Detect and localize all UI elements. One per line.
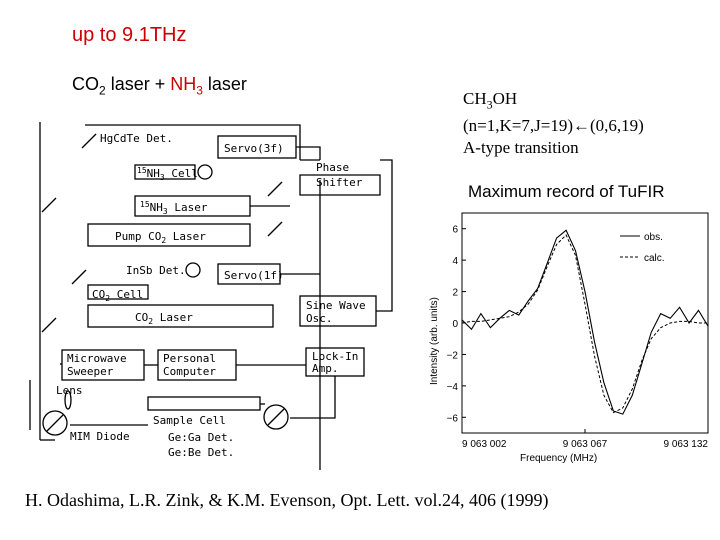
computer-label-2: Computer <box>163 365 216 378</box>
sine-label-2: Osc. <box>306 312 333 325</box>
pump-co2-laser-box <box>87 223 251 247</box>
top-line <box>85 124 301 160</box>
y-tick-label: 2 <box>452 288 458 299</box>
mim-diode-circle <box>42 410 68 436</box>
transition-type: A-type transition <box>463 138 579 158</box>
nh3-text: NH <box>170 74 197 94</box>
y-tick-label: 4 <box>452 256 458 267</box>
y-tick-label: −4 <box>447 382 459 393</box>
legend-calc-label: calc. <box>644 253 665 264</box>
record-label: Maximum record of TuFIR <box>468 182 665 201</box>
series-calc-line <box>461 234 708 414</box>
servo1f-label: Servo(1f) <box>224 269 284 282</box>
lockin-label-1: Lock-In <box>312 350 358 363</box>
x-axis-label: Frequency (MHz) <box>520 453 597 464</box>
sample-cell-label: Sample Cell <box>153 414 226 427</box>
y-tick-label: −6 <box>447 413 459 424</box>
hgcdte-label: HgCdTe Det. <box>100 132 173 145</box>
pump-co2-laser-label: Pump CO2 Laser <box>115 230 206 245</box>
spectrum-chart: 6 4 2 0 −2 −4 −6 9 063 002 9 063 067 9 063 132 o… <box>429 212 709 464</box>
servo3f-label: Servo(3f) <box>224 142 284 155</box>
phase-shifter-box <box>299 174 381 196</box>
co2-cell-label: CO2 Cell <box>92 288 143 303</box>
microwave-label-1: Microwave <box>67 352 127 365</box>
y-tick-label: −2 <box>447 350 459 361</box>
x-tick-label: 9 063 132 <box>664 439 709 450</box>
x-tick-label: 9 063 002 <box>462 439 507 450</box>
experimental-schematic: HgCdTe Det. Servo(3f) 15NH3 Cell Phase S… <box>29 122 393 470</box>
y-axis-label: Intensity (arb. units) <box>429 297 440 385</box>
mim-diode-label: MIM Diode <box>70 430 130 443</box>
series-obs-line <box>461 229 709 415</box>
gebe-label: Ge:Be Det. <box>168 446 234 459</box>
nh3-subscript: 3 <box>196 83 203 98</box>
plus-text: laser + <box>105 74 171 94</box>
sine-label-1: Sine Wave <box>306 299 366 312</box>
nh3-cell-label: 15NH3 Cell <box>137 166 198 182</box>
y-tick-label: 6 <box>452 225 458 236</box>
computer-label-1: Personal <box>163 352 216 365</box>
phase-label-1: Phase <box>316 161 349 174</box>
laser-combination: CO2 laser + NH3 laser <box>72 74 247 98</box>
phase-label-2: Shifter <box>316 176 363 189</box>
insb-label: InSb Det. <box>126 264 186 277</box>
x-tick-label: 9 063 067 <box>563 439 608 450</box>
gega-label: Ge:Ga Det. <box>168 431 234 444</box>
legend: obs. calc. <box>620 232 665 264</box>
sample-cell-box <box>147 396 261 411</box>
co2-subscript: 2 <box>99 83 106 98</box>
legend-obs-label: obs. <box>644 232 663 243</box>
co2-text: CO <box>72 74 99 94</box>
co2-laser-box <box>87 304 274 328</box>
slide-title: up to 9.1THz <box>72 24 187 46</box>
lens-label: Lens <box>56 384 83 397</box>
transition-quantum-numbers: (n=1,K=7,J=19)←(0,6,19) <box>463 116 644 136</box>
laser-text: laser <box>202 74 247 94</box>
citation: H. Odashima, L.R. Zink, & K.M. Evenson, … <box>25 490 549 510</box>
nh3-laser-label: 15NH3 Laser <box>140 200 208 216</box>
molecule-formula: CH3OH <box>463 89 518 112</box>
lockin-label-2: Amp. <box>312 362 339 375</box>
detector-circle <box>263 404 289 430</box>
microwave-label-2: Sweeper <box>67 365 114 378</box>
y-tick-label: 0 <box>452 319 458 330</box>
molecule-info: CH3OH (n=1,K=7,J=19)←(0,6,19) A-type tra… <box>463 88 644 159</box>
co2-laser-label: CO2 Laser <box>135 311 193 326</box>
